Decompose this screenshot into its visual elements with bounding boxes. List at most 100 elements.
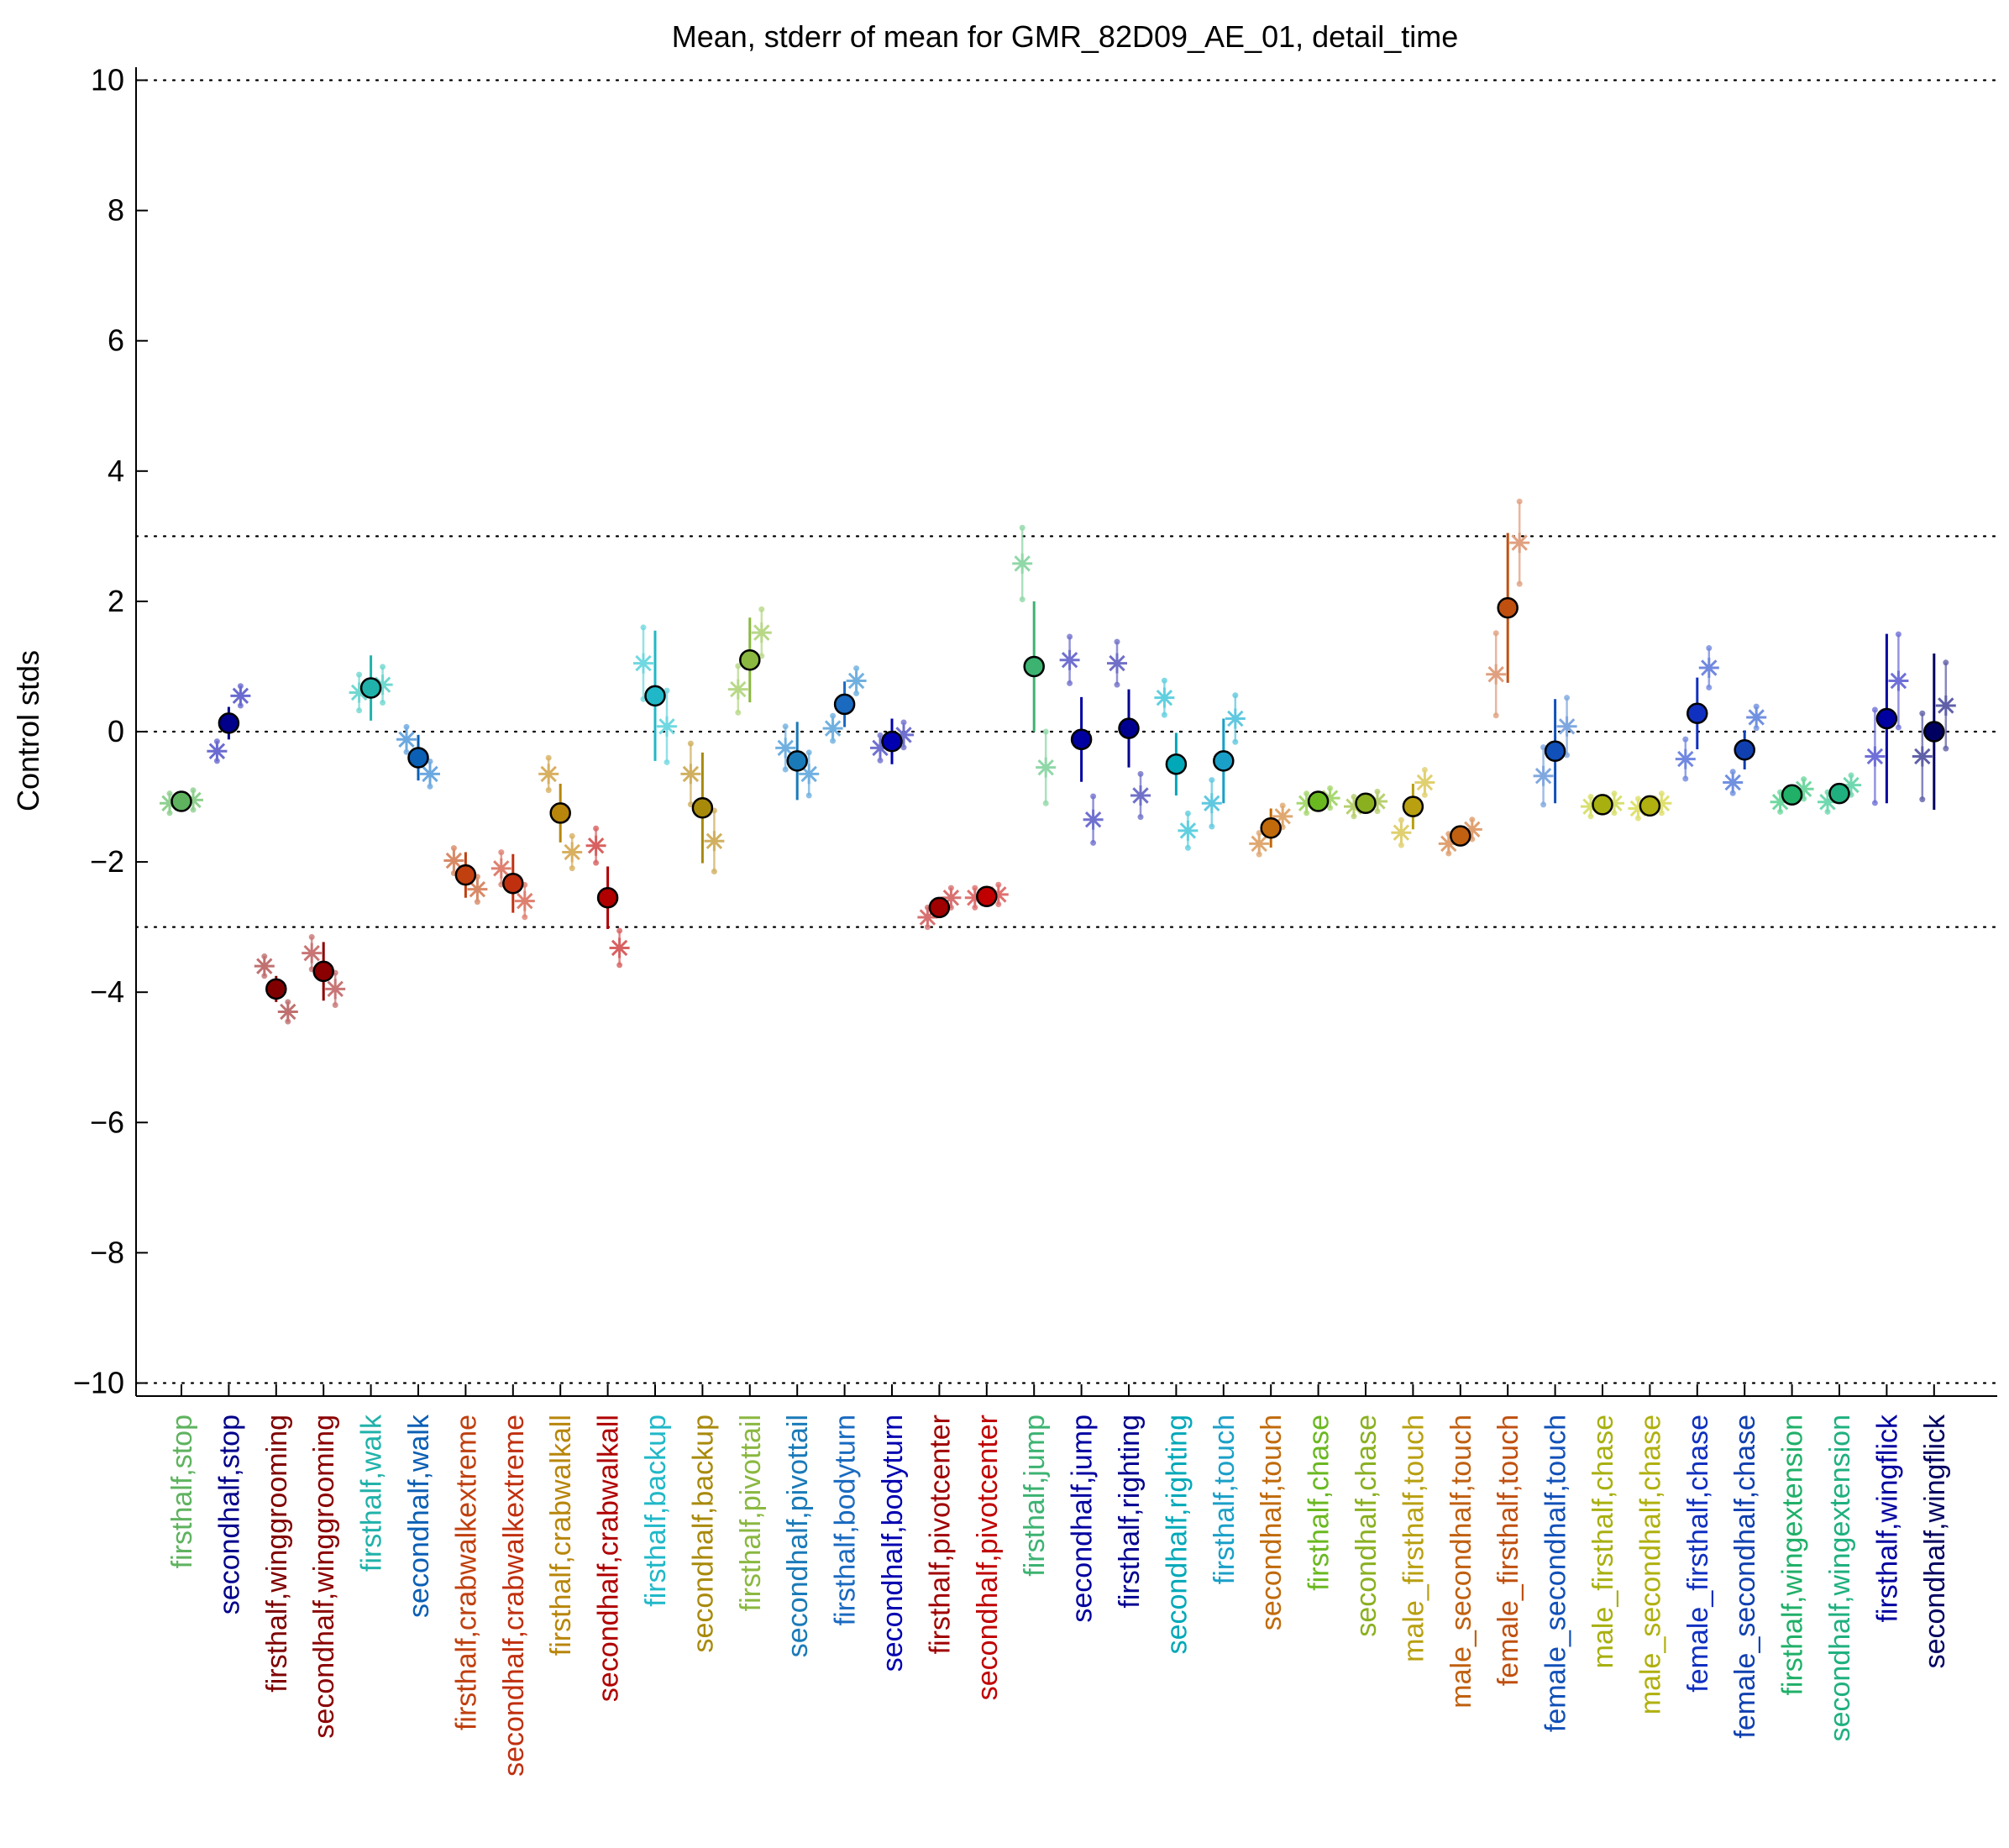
- x-tick-label-suffix: backup: [640, 1415, 672, 1507]
- x-tick-label: male_firsthalf,touch: [1398, 1415, 1429, 1662]
- x-tick-label-prefix: secondhalf,: [308, 1593, 340, 1739]
- x-tick-label-prefix: female_secondhalf,: [1729, 1491, 1761, 1739]
- flank-star: [562, 842, 583, 863]
- flank-dot: [380, 699, 386, 706]
- x-tick-label-prefix: firsthalf,: [830, 1525, 862, 1625]
- x-tick-label-prefix: secondhalf,: [498, 1630, 530, 1777]
- flank-dot: [593, 825, 600, 832]
- flank-star: [1201, 793, 1222, 814]
- y-axis-label: Control stds: [11, 650, 45, 811]
- x-tick-label: firsthalf,walk: [356, 1414, 388, 1572]
- flank-star: [1912, 746, 1933, 767]
- flank-star: [325, 979, 346, 1000]
- x-tick-label-suffix: jump: [1019, 1415, 1051, 1478]
- y-tick-label: −6: [90, 1105, 124, 1139]
- flank-dot: [1232, 738, 1239, 745]
- category-marks: [1391, 767, 1435, 848]
- flank-dot: [664, 759, 670, 765]
- flank-dot: [356, 707, 363, 714]
- flank-star: [1818, 791, 1838, 812]
- mean-marker: [1544, 740, 1566, 763]
- flank-dot: [782, 766, 789, 773]
- x-tick-label-suffix: stop: [213, 1415, 245, 1468]
- x-tick-label-suffix: touch: [1445, 1415, 1477, 1484]
- flank-dot: [1398, 842, 1404, 848]
- x-tick-label-prefix: firsthalf,: [1303, 1491, 1335, 1591]
- flank-star: [1012, 553, 1033, 574]
- x-tick-label-prefix: firsthalf,: [545, 1556, 577, 1656]
- flank-star: [633, 653, 653, 674]
- category-marks: [1912, 653, 1956, 811]
- x-tick-label-prefix: female_firsthalf,: [1682, 1491, 1714, 1693]
- category-marks: [964, 881, 1009, 911]
- category-marks: [680, 740, 725, 875]
- flank-star: [1154, 687, 1175, 708]
- mean-marker: [1307, 790, 1330, 812]
- x-tick-label-prefix: secondhalf,: [1919, 1522, 1951, 1668]
- mean-marker: [1875, 707, 1898, 730]
- x-tick-label-suffix: crabwalkall: [593, 1415, 625, 1556]
- x-tick-label: secondhalf,pivottail: [782, 1415, 814, 1657]
- flank-star: [941, 887, 962, 908]
- flank-dot: [1114, 638, 1120, 645]
- flank-star: [680, 764, 701, 785]
- flank-dot: [1232, 692, 1239, 699]
- x-tick-label-suffix: chase: [1634, 1415, 1666, 1491]
- mean-marker: [502, 872, 524, 895]
- flank-star: [1486, 664, 1507, 685]
- flank-star: [1556, 716, 1577, 737]
- x-tick-label-suffix: pivotcenter: [972, 1415, 1004, 1554]
- flank-star: [1888, 670, 1909, 691]
- category-marks: [1059, 633, 1104, 846]
- x-tick-label: firsthalf,stop: [166, 1415, 198, 1568]
- category-marks: [1581, 790, 1624, 820]
- x-tick-label-prefix: firsthalf,: [450, 1630, 482, 1730]
- x-tick-label-suffix: wingflick: [1871, 1414, 1903, 1523]
- flank-star: [1628, 798, 1649, 819]
- flank-dot: [735, 709, 742, 716]
- x-tick-label: firsthalf,pivotcenter: [924, 1415, 956, 1654]
- x-tick-label-prefix: secondhalf,: [213, 1468, 245, 1614]
- x-tick-label-prefix: female_secondhalf,: [1540, 1484, 1572, 1732]
- category-marks: [1012, 524, 1057, 806]
- category-marks: [870, 718, 914, 764]
- flank-star: [1698, 658, 1719, 679]
- mean-marker: [454, 864, 477, 886]
- flank-dot: [616, 962, 623, 969]
- category-marks: [1723, 703, 1767, 796]
- x-tick-label-prefix: firsthalf,: [1777, 1595, 1809, 1695]
- flank-dot: [877, 732, 884, 738]
- x-tick-label: secondhalf,stop: [213, 1415, 245, 1614]
- x-tick-label-suffix: backup: [687, 1415, 719, 1507]
- y-axis-ticks: −10 −8 −6 −4 −2 0 2 4 6 8 10: [73, 63, 148, 1399]
- flank-star: [254, 956, 275, 977]
- x-tick-label-prefix: secondhalf,: [1161, 1509, 1193, 1655]
- x-tick-label-prefix: female_firsthalf,: [1492, 1484, 1524, 1686]
- x-tick-label: firsthalf,crabwalkextreme: [450, 1415, 482, 1730]
- mean-marker: [833, 693, 856, 716]
- flank-star: [799, 764, 820, 785]
- mean-marker: [1070, 728, 1093, 751]
- mean-marker: [1355, 792, 1377, 815]
- flank-star: [1581, 796, 1601, 817]
- x-tick-label: secondhalf,pivotcenter: [972, 1415, 1004, 1700]
- flank-dot: [498, 849, 505, 856]
- flank-star: [443, 850, 464, 871]
- flank-dot: [1729, 769, 1736, 775]
- x-tick-label-suffix: righting: [1161, 1415, 1193, 1509]
- mean-marker: [359, 677, 382, 699]
- flank-dot: [1540, 801, 1547, 808]
- x-tick-label-suffix: pivottail: [735, 1415, 767, 1511]
- flank-star: [1746, 706, 1767, 727]
- flank-dot: [1114, 681, 1120, 688]
- flank-star: [538, 764, 559, 785]
- flank-dot: [356, 671, 363, 678]
- category-marks: [538, 754, 583, 872]
- mean-marker: [1023, 655, 1045, 678]
- flank-dot: [1564, 695, 1571, 701]
- flank-dot: [403, 748, 410, 755]
- category-marks: [207, 683, 251, 764]
- x-tick-label-suffix: winggrooming: [308, 1415, 340, 1593]
- category-marks: [775, 722, 820, 801]
- flank-star: [230, 685, 251, 706]
